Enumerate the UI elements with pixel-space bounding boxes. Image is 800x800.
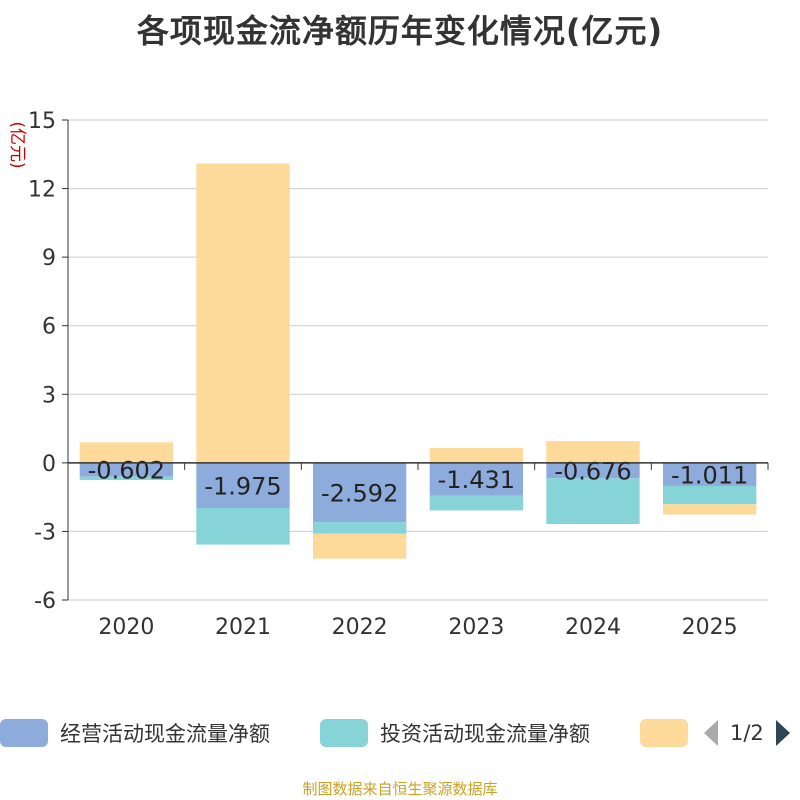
x-tick-label: 2024 [565, 615, 621, 640]
bar-investing-2020 [79, 476, 173, 481]
data-source-note: 制图数据来自恒生聚源数据库 [302, 780, 498, 798]
x-tick-label: 2021 [215, 615, 271, 640]
data-label-2021: -1.975 [204, 472, 281, 500]
y-tick-label: -3 [34, 520, 56, 545]
bar-financing-2022 [313, 533, 407, 559]
legend-label-investing: 投资活动现金流量净额 [380, 722, 590, 746]
bar-investing-2023 [429, 495, 523, 511]
bar-investing-2024 [546, 478, 640, 525]
legend-next-icon[interactable] [772, 718, 794, 748]
data-label-2025: -1.011 [671, 461, 748, 489]
bar-financing-2024 [546, 441, 640, 463]
data-label-2022: -2.592 [321, 479, 398, 507]
legend-prev-icon[interactable] [700, 718, 722, 748]
bar-operating-2022 [313, 462, 407, 523]
bar-operating-2025 [663, 462, 757, 486]
legend-swatch-investing [320, 719, 368, 747]
y-tick-label: 12 [28, 178, 56, 203]
x-tick-label: 2020 [98, 615, 154, 640]
legend-page-indicator: 1/2 [730, 721, 764, 745]
bar-investing-2022 [313, 522, 407, 534]
y-tick-label: -6 [34, 589, 56, 614]
legend-item-operating[interactable]: 经营活动现金流量净额 [0, 718, 270, 748]
bar-financing-2020 [79, 442, 173, 463]
y-axis-unit-label: (亿元) [7, 121, 27, 168]
legend-item-financing[interactable] [640, 718, 688, 748]
legend-swatch-operating [0, 719, 48, 747]
y-tick-label: 6 [42, 315, 56, 340]
data-label-2020: -0.602 [88, 457, 165, 485]
bar-financing-2025 [663, 504, 757, 515]
data-label-2024: -0.676 [554, 458, 631, 486]
y-tick-label: 0 [42, 452, 56, 477]
legend-swatch-financing [640, 719, 688, 747]
bar-operating-2024 [546, 462, 640, 479]
chart-title: 各项现金流净额历年变化情况(亿元) [136, 12, 664, 50]
bar-financing-2021 [196, 163, 290, 463]
legend-label-operating: 经营活动现金流量净额 [60, 722, 270, 746]
bar-chart: -6 -3 0 3 6 9 12 15(亿元) -0.602 -1.975 -2.592 -1.431… [7, 109, 769, 640]
y-tick-label: 15 [28, 109, 56, 134]
data-label-2023: -1.431 [438, 466, 515, 494]
bar-investing-2021 [196, 508, 290, 545]
y-tick-label: 9 [42, 246, 56, 271]
bar-investing-2025 [663, 485, 757, 505]
legend-pager: 1/2 [700, 718, 794, 748]
bar-operating-2020 [79, 462, 173, 477]
legend: 经营活动现金流量净额 投资活动现金流量净额 1/2 [0, 712, 800, 756]
x-tick-label: 2023 [448, 615, 504, 640]
x-tick-label: 2025 [682, 615, 738, 640]
legend-item-investing[interactable]: 投资活动现金流量净额 [320, 718, 590, 748]
bar-operating-2023 [429, 462, 523, 496]
x-tick-label: 2022 [332, 615, 388, 640]
bar-operating-2021 [196, 462, 290, 508]
bar-financing-2023 [429, 448, 523, 463]
y-tick-label: 3 [42, 383, 56, 408]
